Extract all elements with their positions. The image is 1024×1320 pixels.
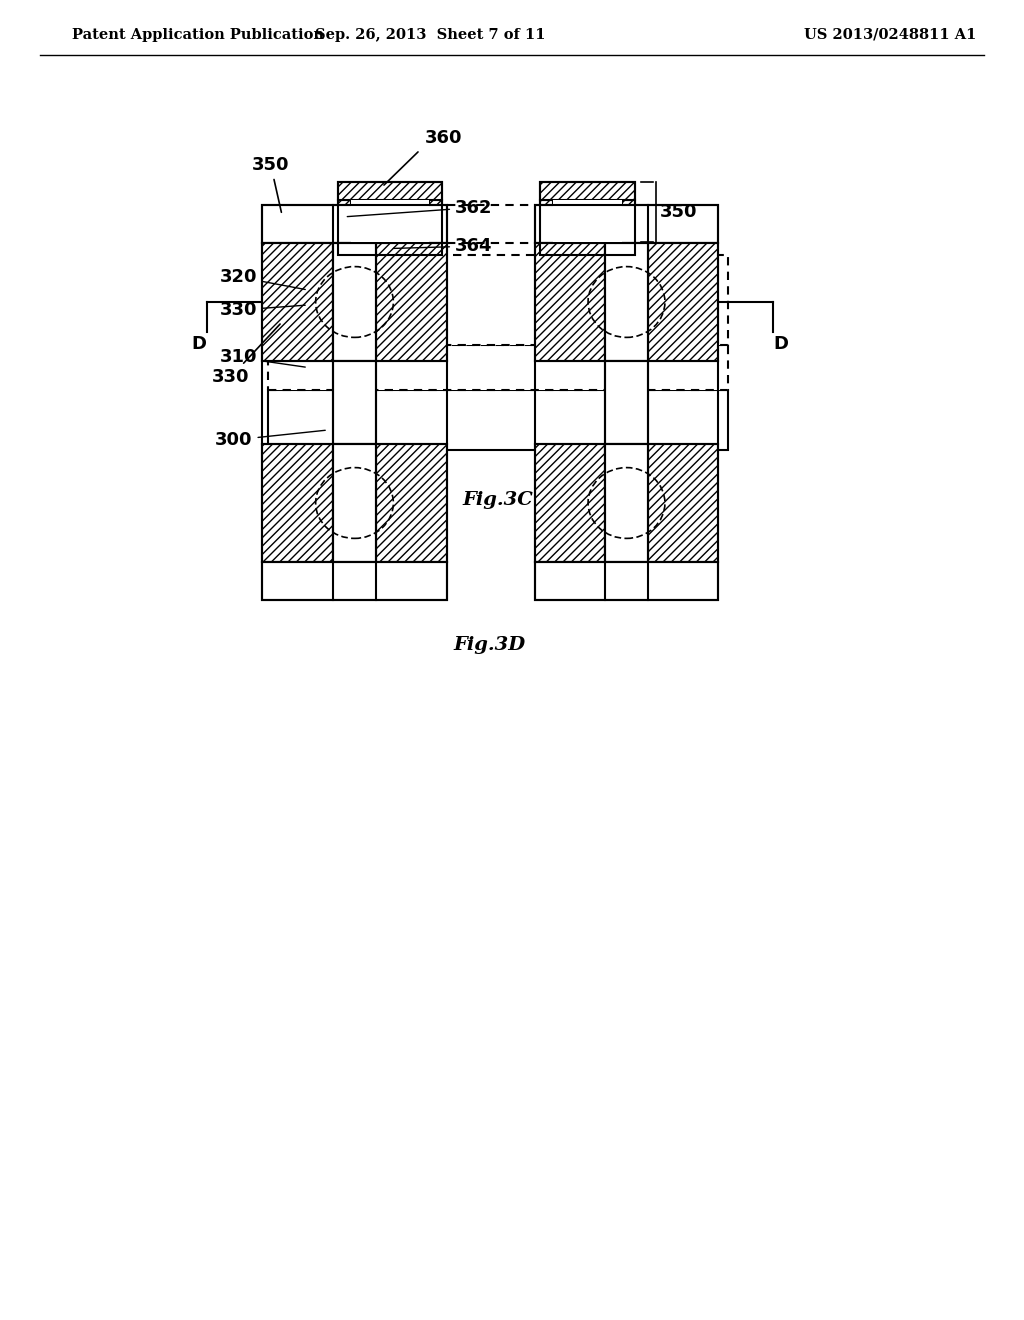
Text: Fig.3D: Fig.3D — [454, 636, 526, 653]
Bar — [262, 562, 447, 601]
Bar — [648, 444, 718, 562]
Bar — [535, 562, 718, 601]
Text: 330: 330 — [212, 323, 281, 385]
Bar — [333, 243, 376, 360]
Bar — [622, 201, 635, 242]
Bar — [268, 389, 728, 450]
Bar — [268, 255, 728, 345]
Bar — [540, 201, 553, 242]
Text: 364: 364 — [393, 238, 493, 255]
Text: 300: 300 — [215, 430, 326, 449]
Bar — [540, 182, 635, 255]
Bar — [605, 360, 648, 444]
Text: Patent Application Publication: Patent Application Publication — [72, 28, 324, 42]
Text: 350: 350 — [660, 203, 697, 220]
Text: D: D — [191, 335, 207, 352]
Bar — [535, 205, 718, 601]
Bar — [333, 444, 376, 562]
Bar — [338, 242, 442, 255]
Bar — [605, 444, 648, 562]
Bar — [333, 360, 376, 444]
Bar — [262, 205, 447, 243]
Bar — [535, 444, 605, 562]
Text: US 2013/0248811 A1: US 2013/0248811 A1 — [804, 28, 976, 42]
Bar — [535, 205, 718, 243]
Text: 320: 320 — [220, 268, 305, 289]
Text: 350: 350 — [252, 156, 290, 213]
Bar — [540, 182, 635, 201]
Bar — [262, 444, 333, 562]
Bar — [268, 345, 728, 389]
Bar — [429, 201, 442, 242]
Text: 362: 362 — [347, 198, 493, 216]
Bar — [565, 255, 623, 345]
Bar — [338, 182, 442, 255]
Bar — [338, 182, 442, 201]
Bar — [368, 255, 426, 345]
Text: 310: 310 — [220, 348, 305, 367]
Text: Sep. 26, 2013  Sheet 7 of 11: Sep. 26, 2013 Sheet 7 of 11 — [314, 28, 545, 42]
Text: 360: 360 — [425, 129, 463, 147]
Bar — [540, 242, 635, 255]
Bar — [553, 201, 622, 242]
Bar — [376, 444, 447, 562]
Text: D: D — [773, 335, 788, 352]
Bar — [648, 243, 718, 360]
Text: 330: 330 — [220, 301, 305, 319]
Text: Fig.3C: Fig.3C — [463, 491, 534, 510]
Bar — [351, 201, 429, 242]
Bar — [376, 243, 447, 360]
Bar — [262, 243, 333, 360]
Bar — [262, 205, 447, 601]
Bar — [605, 243, 648, 360]
Bar — [338, 201, 351, 242]
Bar — [535, 243, 605, 360]
